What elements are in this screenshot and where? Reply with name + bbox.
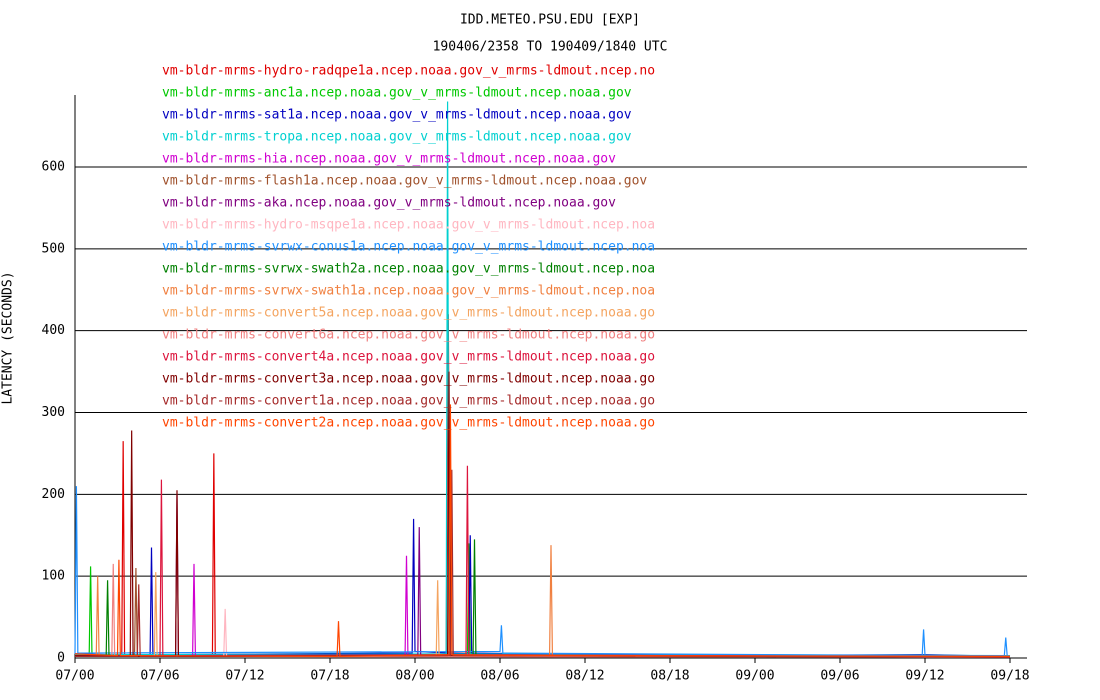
x-tick-label: 08/00 — [395, 669, 434, 684]
x-tick-label: 08/18 — [650, 669, 689, 684]
chart-subtitle: 190406/2358 TO 190409/1840 UTC — [433, 40, 668, 55]
legend-entry: vm-bldr-mrms-convert2a.ncep.noaa.gov_v_m… — [162, 416, 655, 431]
y-axis-label: LATENCY (SECONDS) — [1, 271, 16, 404]
series-line — [74, 314, 1011, 658]
y-tick-label: 0 — [57, 651, 65, 666]
legend-entry: vm-bldr-mrms-convert4a.ncep.noaa.gov_v_m… — [162, 350, 655, 365]
legend-entry: vm-bldr-mrms-convert1a.ncep.noaa.gov_v_m… — [162, 394, 655, 409]
x-tick-label: 07/00 — [55, 669, 94, 684]
legend-entry: vm-bldr-mrms-convert5a.ncep.noaa.gov_v_m… — [162, 306, 655, 321]
x-tick-label: 08/12 — [565, 669, 604, 684]
legend-entry: vm-bldr-mrms-hydro-radqpe1a.ncep.noaa.go… — [162, 64, 655, 79]
x-tick-label: 09/18 — [990, 669, 1029, 684]
y-tick-label: 200 — [42, 487, 65, 502]
x-tick-label: 07/18 — [310, 669, 349, 684]
y-tick-label: 300 — [42, 405, 65, 420]
legend-entry: vm-bldr-mrms-hia.ncep.noaa.gov_v_mrms-ld… — [162, 152, 616, 167]
legend-entry: vm-bldr-mrms-svrwx-swath1a.ncep.noaa.gov… — [162, 284, 655, 299]
series-line — [74, 404, 1011, 657]
x-tick-label: 07/06 — [140, 669, 179, 684]
x-tick-label: 07/12 — [225, 669, 264, 684]
y-tick-label: 100 — [42, 569, 65, 584]
legend-entry: vm-bldr-mrms-aka.ncep.noaa.gov_v_mrms-ld… — [162, 196, 616, 211]
legend-entry: vm-bldr-mrms-tropa.ncep.noaa.gov_v_mrms-… — [162, 130, 632, 145]
legend-entry: vm-bldr-mrms-anc1a.ncep.noaa.gov_v_mrms-… — [162, 86, 632, 101]
chart-title: IDD.METEO.PSU.EDU [EXP] — [460, 13, 640, 28]
legend-entry: vm-bldr-mrms-flash1a.ncep.noaa.gov_v_mrm… — [162, 174, 647, 189]
x-tick-label: 09/00 — [735, 669, 774, 684]
y-tick-label: 400 — [42, 323, 65, 338]
legend-entry: vm-bldr-mrms-convert3a.ncep.noaa.gov_v_m… — [162, 372, 655, 387]
x-tick-label: 09/06 — [820, 669, 859, 684]
legend-entry: vm-bldr-mrms-svrwx-swath2a.ncep.noaa.gov… — [162, 262, 655, 277]
y-tick-label: 500 — [42, 241, 65, 256]
series-line — [74, 486, 1011, 657]
legend-entry: vm-bldr-mrms-hydro-msqpe1a.ncep.noaa.gov… — [162, 218, 655, 233]
x-tick-label: 08/06 — [480, 669, 519, 684]
x-tick-label: 09/12 — [905, 669, 944, 684]
legend-entry: vm-bldr-mrms-sat1a.ncep.noaa.gov_v_mrms-… — [162, 108, 632, 123]
y-tick-label: 600 — [42, 160, 65, 175]
legend-entry: vm-bldr-mrms-svrwx-conus1a.ncep.noaa.gov… — [162, 240, 655, 255]
legend-entry: vm-bldr-mrms-convert6a.ncep.noaa.gov_v_m… — [162, 328, 655, 343]
